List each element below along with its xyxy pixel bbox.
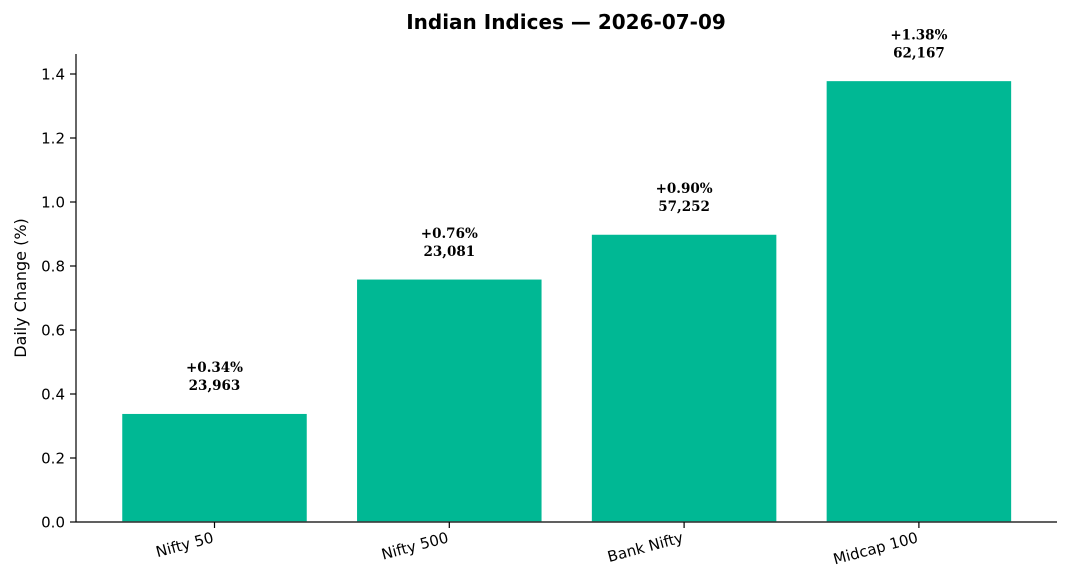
y-tick-label: 1.4	[41, 66, 65, 84]
x-tick-label: Nifty 50	[154, 528, 216, 561]
chart-title: Indian Indices — 2026-07-09	[406, 10, 726, 34]
x-tick-label: Bank Nifty	[606, 528, 686, 566]
bars-group	[120, 79, 1013, 523]
data-labels-group: +0.34% 23,963 +0.76% 23,081 +0.90% 57,252 +1.3…	[186, 27, 948, 394]
data-label-change: +0.90%	[656, 181, 713, 197]
data-label-level: 57,252	[658, 199, 710, 215]
bar	[590, 233, 778, 523]
y-tick-label: 1.2	[41, 130, 65, 148]
y-tick-label: 0.0	[41, 514, 65, 532]
x-tick-label: Midcap 100	[831, 528, 920, 568]
data-label-level: 23,081	[423, 244, 475, 260]
y-axis-ticks: 0.0 0.2 0.4 0.6 0.8 1.0 1.2 1.4	[41, 66, 76, 532]
x-axis-ticks: Nifty 50 Nifty 500 Bank Nifty Midcap 100	[154, 522, 920, 568]
data-label-level: 62,167	[893, 45, 945, 61]
y-tick-label: 0.2	[41, 450, 65, 468]
y-tick-label: 0.6	[41, 322, 65, 340]
bar	[120, 412, 309, 523]
data-label-level: 23,963	[189, 378, 241, 394]
data-label-change: +0.34%	[186, 360, 243, 376]
y-tick-label: 0.8	[41, 258, 65, 276]
y-tick-label: 1.0	[41, 194, 65, 212]
bar	[825, 79, 1013, 523]
y-axis-label: Daily Change (%)	[11, 218, 30, 358]
y-tick-label: 0.4	[41, 386, 65, 404]
data-label-change: +0.76%	[421, 226, 478, 242]
data-label-change: +1.38%	[890, 27, 947, 43]
x-tick-label: Nifty 500	[379, 528, 450, 563]
bar	[355, 278, 544, 523]
